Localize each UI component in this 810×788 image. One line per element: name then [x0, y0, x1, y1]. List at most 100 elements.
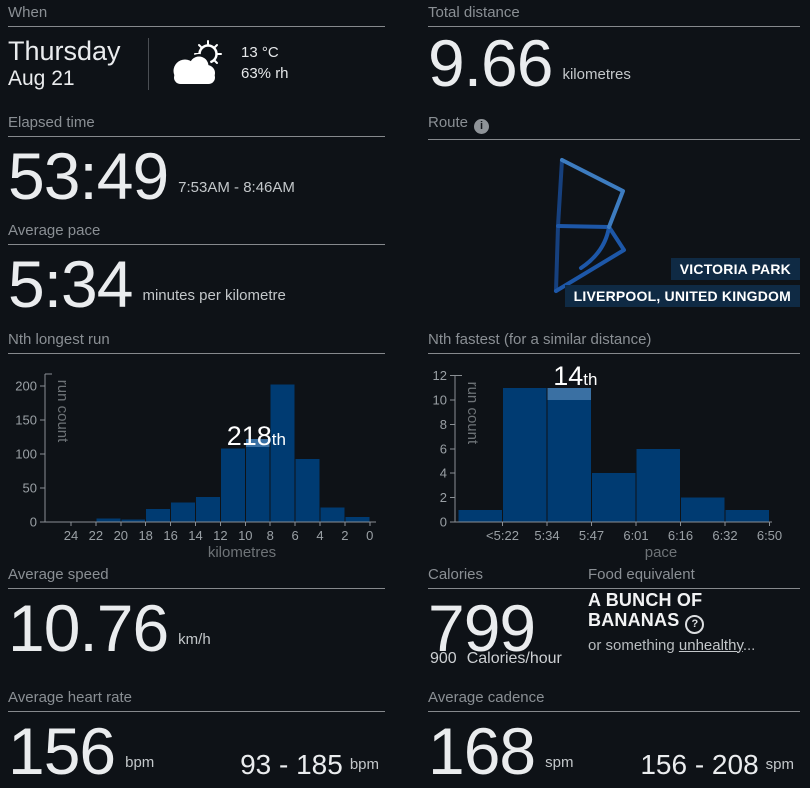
svg-text:6: 6 [440, 441, 447, 456]
histogram-bar[interactable] [196, 496, 220, 522]
elapsed-time-range: 7:53AM - 8:46AM [178, 179, 295, 196]
average-pace-unit: minutes per kilometre [142, 287, 286, 304]
histogram-bar[interactable] [681, 497, 725, 522]
average-heart-rate-header: Average heart rate [8, 689, 385, 712]
calories-rate-unit: Calories/hour [466, 650, 562, 667]
cadence-value: 168 [428, 714, 536, 788]
svg-text:150: 150 [15, 413, 37, 428]
histogram-bar[interactable] [146, 509, 171, 522]
svg-text:6:50: 6:50 [757, 528, 782, 543]
nth-fastest-chart: 0 2 4 6 8 10 12 <5:22 5:34 5:47 6:01 6:16 6:32 6:50 ru… [433, 361, 783, 561]
svg-text:100: 100 [15, 447, 37, 462]
calories-rate-value: 900 [430, 650, 457, 667]
svg-text:200: 200 [15, 379, 37, 394]
histogram-bar[interactable] [295, 458, 320, 522]
date-block: Thursday Aug 21 [8, 36, 148, 92]
heart-rate-range-unit: bpm [349, 756, 379, 773]
histogram-bar[interactable] [270, 384, 295, 522]
calories-header-label: Calories [428, 566, 484, 583]
humidity-label: 63% rh [241, 65, 289, 82]
svg-text:0: 0 [366, 528, 373, 543]
histogram-bar[interactable] [636, 448, 681, 522]
route-map[interactable] [428, 138, 800, 314]
x-axis-label: pace [645, 544, 678, 561]
weather-readings: 13 °C 63% rh [241, 42, 289, 84]
svg-text:6:16: 6:16 [668, 528, 693, 543]
section-average-speed: Average speed 10.76 km/h [8, 566, 385, 661]
histogram-bar[interactable] [725, 509, 770, 522]
nth-longest-run-header: Nth longest run [8, 331, 385, 354]
histogram-bar[interactable] [121, 519, 146, 522]
histogram-bar[interactable] [220, 448, 245, 522]
svg-text:2: 2 [341, 528, 348, 543]
cadence-unit: spm [545, 754, 574, 771]
average-speed-unit: km/h [178, 631, 211, 648]
when-content: Thursday Aug 21 13 °C [8, 36, 385, 92]
histogram-bar[interactable] [320, 507, 345, 522]
svg-text:5:34: 5:34 [534, 528, 559, 543]
rank-annotation-suffix: th [272, 430, 286, 449]
histogram-bar[interactable] [592, 473, 636, 522]
elapsed-time-value: 53:49 [8, 139, 169, 213]
help-icon[interactable]: ? [685, 614, 705, 634]
svg-text:0: 0 [440, 515, 447, 530]
route-city-badge: LIVERPOOL, UNITED KINGDOM [564, 285, 800, 307]
svg-text:24: 24 [64, 528, 78, 543]
route-header: Route i [428, 114, 800, 140]
heart-rate-range: 93 - 185 [240, 749, 343, 780]
total-distance-header: Total distance [428, 4, 800, 27]
histogram-bar[interactable] [503, 387, 547, 522]
vertical-divider [148, 38, 149, 90]
when-header: When [8, 4, 385, 27]
elapsed-time-header: Elapsed time [8, 114, 385, 137]
section-nth-longest-run: Nth longest run 0 50 100 150 200 24 22 20 18 16 14… [8, 331, 385, 569]
food-equivalent-line1: A BUNCH OF [588, 590, 703, 610]
svg-text:10: 10 [433, 393, 447, 408]
rank-annotation-number: 14 [553, 361, 583, 391]
unhealthy-link[interactable]: unhealthy [678, 636, 743, 654]
section-nth-fastest: Nth fastest (for a similar distance) 0 2 4… [428, 331, 800, 569]
svg-text:14: 14 [188, 528, 202, 543]
svg-text:12: 12 [213, 528, 227, 543]
section-average-cadence: Average cadence 168 spm 156 - 208 spm [428, 689, 800, 784]
route-header-label: Route [428, 114, 469, 131]
svg-text:10: 10 [238, 528, 252, 543]
svg-text:2: 2 [440, 490, 447, 505]
info-icon[interactable]: i [474, 118, 490, 134]
calories-food-header: Calories Food equivalent [428, 566, 800, 589]
food-equivalent-name: BANANAS [588, 610, 680, 630]
calories-rate: 900 Calories/hour [430, 650, 562, 668]
x-axis-label: kilometres [208, 544, 276, 561]
histogram-bar[interactable] [245, 439, 270, 522]
histogram-bar[interactable] [458, 509, 503, 522]
average-speed-header: Average speed [8, 566, 385, 589]
route-park-badge: VICTORIA PARK [670, 258, 800, 280]
svg-text:6: 6 [291, 528, 298, 543]
cadence-range-unit: spm [765, 756, 794, 773]
weekday-label: Thursday [8, 36, 121, 66]
partly-cloudy-icon [171, 40, 222, 87]
svg-text:4: 4 [316, 528, 323, 543]
section-calories-food: Calories Food equivalent 799 900 Calories… [428, 566, 800, 686]
section-average-pace: Average pace 5:34 minutes per kilometre [8, 222, 385, 317]
svg-text:0: 0 [30, 515, 37, 530]
histogram-bar[interactable] [547, 387, 592, 522]
y-axis-label: run count [54, 380, 71, 443]
food-equivalent-block: A BUNCH OF BANANAS? or something unhealt… [588, 590, 800, 654]
nth-fastest-header: Nth fastest (for a similar distance) [428, 331, 800, 354]
histogram-bar[interactable] [171, 502, 195, 522]
food-equivalent-line2: BANANAS? [588, 610, 800, 634]
histogram-bar[interactable] [96, 518, 121, 522]
svg-text:18: 18 [138, 528, 152, 543]
section-when: When Thursday Aug 21 [8, 4, 385, 92]
heart-rate-value: 156 [8, 714, 116, 788]
histogram-bar[interactable] [345, 517, 370, 522]
svg-text:5:47: 5:47 [579, 528, 604, 543]
histogram-bar-highlight[interactable] [547, 387, 592, 400]
date-label: Aug 21 [8, 67, 75, 90]
histogram-bar-highlight[interactable] [245, 439, 270, 448]
average-cadence-header: Average cadence [428, 689, 800, 712]
food-equivalent-header-label: Food equivalent [588, 566, 695, 583]
